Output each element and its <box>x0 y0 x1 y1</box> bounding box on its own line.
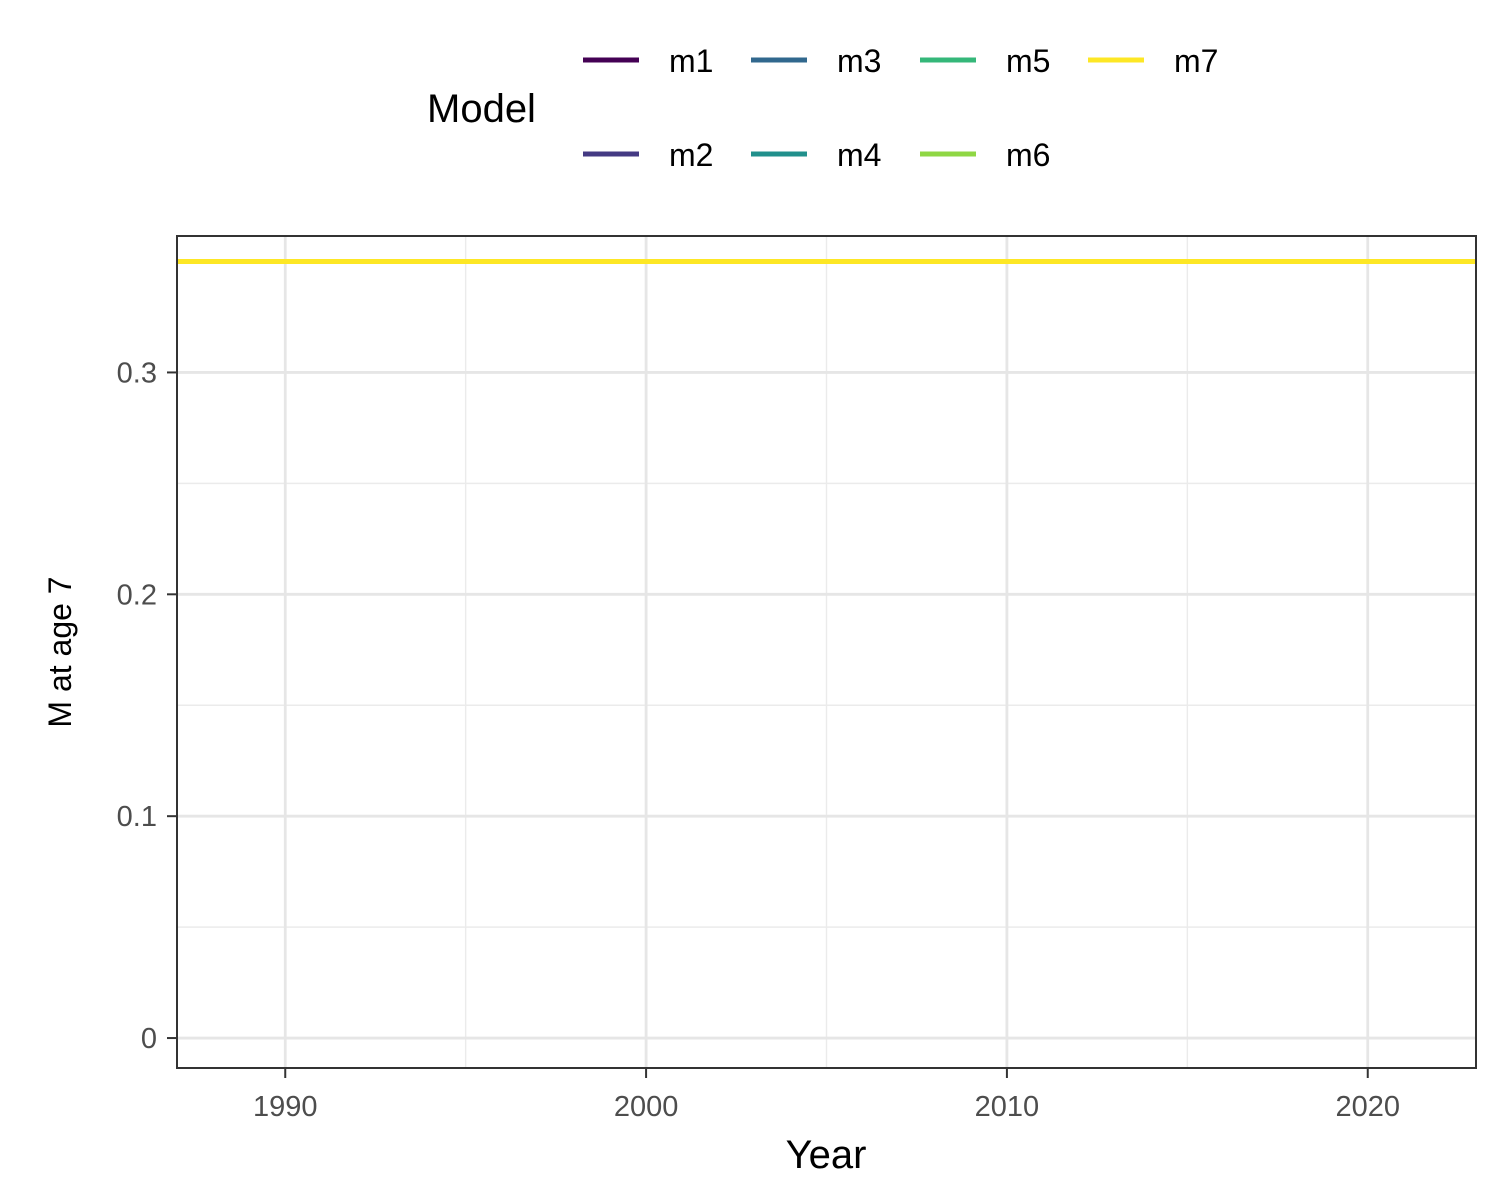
legend-label-m4: m4 <box>837 137 881 173</box>
y-tick-label: 0.2 <box>117 579 157 611</box>
x-axis-title: Year <box>786 1133 867 1177</box>
y-axis-title: M at age 7 <box>42 576 78 727</box>
legend: Model m1 m2 m3 m4 m5 m6 m7 <box>427 43 1218 173</box>
legend-label-m2: m2 <box>669 137 713 173</box>
x-tick-label: 2010 <box>975 1091 1040 1123</box>
legend-label-m7: m7 <box>1174 43 1218 79</box>
y-tick-label: 0 <box>141 1023 157 1055</box>
x-tick-label: 2020 <box>1335 1091 1400 1123</box>
x-tick-label: 2000 <box>614 1091 679 1123</box>
y-axis: 0 0.1 0.2 0.3 <box>117 357 177 1055</box>
x-axis: 1990 2000 2010 2020 <box>253 1068 1400 1123</box>
legend-label-m1: m1 <box>669 43 713 79</box>
major-gridlines <box>177 236 1476 1068</box>
y-tick-label: 0.1 <box>117 801 157 833</box>
legend-label-m3: m3 <box>837 43 881 79</box>
plot-border <box>176 235 1477 1069</box>
legend-label-m6: m6 <box>1006 137 1050 173</box>
legend-label-m5: m5 <box>1006 43 1050 79</box>
legend-title: Model <box>427 87 536 131</box>
x-tick-label: 1990 <box>253 1091 318 1123</box>
y-tick-label: 0.3 <box>117 357 157 389</box>
